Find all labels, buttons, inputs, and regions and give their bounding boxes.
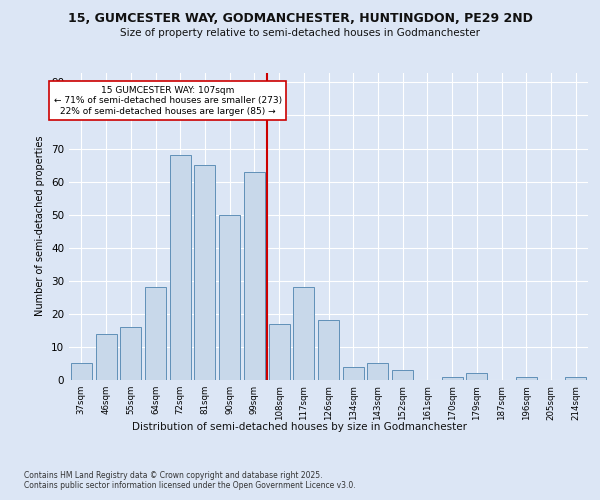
Bar <box>269 324 290 380</box>
Text: Size of property relative to semi-detached houses in Godmanchester: Size of property relative to semi-detach… <box>120 28 480 38</box>
Bar <box>367 364 388 380</box>
Bar <box>219 214 240 380</box>
Bar <box>194 165 215 380</box>
Bar <box>392 370 413 380</box>
Bar <box>120 327 141 380</box>
Bar <box>343 367 364 380</box>
Bar <box>318 320 339 380</box>
Bar <box>71 364 92 380</box>
Bar <box>442 376 463 380</box>
Y-axis label: Number of semi-detached properties: Number of semi-detached properties <box>35 136 46 316</box>
Bar <box>95 334 116 380</box>
Text: Distribution of semi-detached houses by size in Godmanchester: Distribution of semi-detached houses by … <box>133 422 467 432</box>
Bar <box>466 374 487 380</box>
Bar <box>565 376 586 380</box>
Text: 15 GUMCESTER WAY: 107sqm
← 71% of semi-detached houses are smaller (273)
22% of : 15 GUMCESTER WAY: 107sqm ← 71% of semi-d… <box>54 86 282 116</box>
Bar <box>244 172 265 380</box>
Bar <box>145 288 166 380</box>
Text: Contains HM Land Registry data © Crown copyright and database right 2025.
Contai: Contains HM Land Registry data © Crown c… <box>24 470 356 490</box>
Bar <box>516 376 537 380</box>
Text: 15, GUMCESTER WAY, GODMANCHESTER, HUNTINGDON, PE29 2ND: 15, GUMCESTER WAY, GODMANCHESTER, HUNTIN… <box>68 12 532 26</box>
Bar <box>170 155 191 380</box>
Bar <box>293 288 314 380</box>
